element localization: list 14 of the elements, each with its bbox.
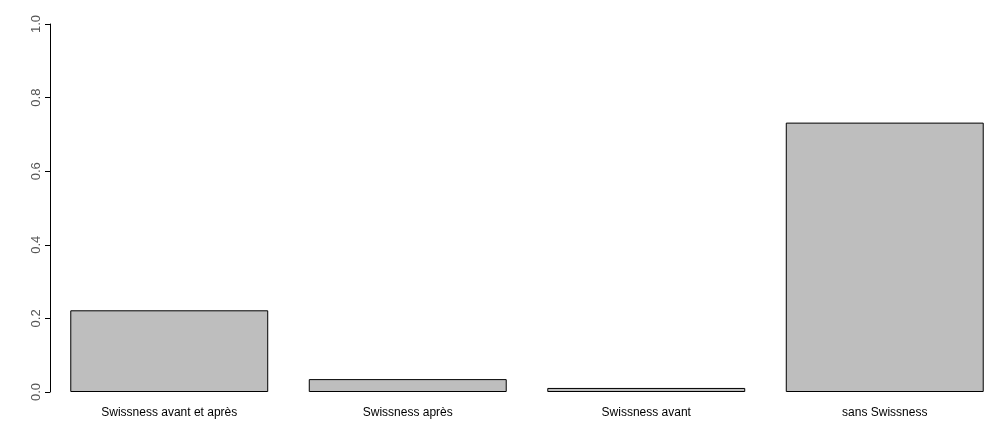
bar bbox=[547, 387, 746, 392]
bar bbox=[70, 310, 269, 392]
y-tick-label: 0.8 bbox=[28, 88, 43, 107]
x-tick-label: Swissness avant et après bbox=[101, 405, 238, 419]
y-tick-label: 0.0 bbox=[28, 382, 43, 402]
x-tick-label: Swissness avant bbox=[601, 405, 692, 419]
y-tick-label: 0.4 bbox=[28, 235, 43, 254]
y-tick-label: 0.6 bbox=[28, 162, 43, 181]
y-tick-label: 0.2 bbox=[28, 309, 43, 328]
y-tick-label: 1.0 bbox=[28, 14, 43, 34]
x-tick-label: sans Swissness bbox=[842, 405, 928, 419]
x-tick-label: Swissness après bbox=[362, 405, 453, 419]
bar bbox=[308, 379, 507, 392]
bar bbox=[785, 122, 984, 392]
